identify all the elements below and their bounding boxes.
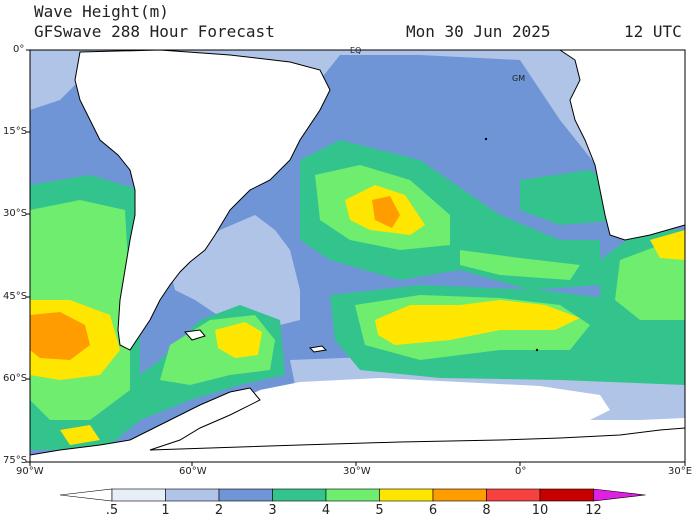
colorbar-under-arrow [59, 488, 113, 502]
waves-5-6m-south [375, 300, 580, 345]
colorbar-tick-label: 4 [321, 503, 331, 518]
colorbar-tick-label: 8 [482, 503, 491, 518]
waves-5-6m-far-east [650, 230, 685, 260]
south-georgia [308, 345, 328, 353]
waves-4-5m-band [460, 250, 580, 280]
lat-label-60s: 60°S [3, 373, 28, 384]
colorbar-tick-label: 12 [585, 503, 602, 518]
greenwich-meridian-label: GM [512, 74, 525, 83]
colorbar-segment [272, 488, 327, 502]
lon-label-0: 0° [515, 466, 527, 477]
colorbar-tick-label: .5 [105, 503, 119, 518]
lon-label-90w: 90°W [16, 466, 44, 477]
colorbar-segment [111, 488, 166, 502]
waves-4-5m-far-east [615, 245, 685, 320]
colorbar-segment [539, 488, 594, 502]
colorbar-tick-label: 2 [214, 503, 224, 518]
lon-label-60w: 60°W [179, 466, 207, 477]
colorbar-segment [379, 488, 434, 502]
lon-label-30e: 30°E [668, 466, 693, 477]
forecast-time: 12 UTC [624, 22, 682, 41]
colorbar-segment [486, 488, 541, 502]
lat-label-15s: 15°S [3, 126, 28, 137]
colorbar-tick-label: 5 [375, 503, 384, 518]
map-title: Wave Height(m) [34, 2, 169, 21]
colorbar-tick-label: 3 [268, 503, 277, 518]
colorbar-tick-label: 1 [161, 503, 170, 518]
waves-6-8m-west [30, 312, 90, 360]
waves-3-4m-east [520, 170, 620, 225]
ocean-1-2m-shelf [170, 215, 300, 330]
lat-label-75s: 75°S [3, 455, 28, 466]
waves-5-6m-drake [215, 322, 262, 358]
forecast-date: Mon 30 Jun 2025 [406, 22, 551, 41]
colorbar-segment [165, 488, 220, 502]
falklands [184, 329, 206, 341]
colorbar-tick-label: 10 [531, 503, 549, 518]
lon-label-30w: 30°W [343, 466, 371, 477]
colorbar-segment [432, 488, 487, 502]
lat-label-30s: 30°S [3, 208, 28, 219]
antarctica [30, 387, 685, 462]
colorbar [59, 488, 646, 502]
map-frame [29, 49, 686, 463]
colorbar-segment [325, 488, 380, 502]
colorbar-segment [218, 488, 273, 502]
equator-label: EQ [350, 46, 361, 55]
lat-label-0: 0° [13, 44, 25, 55]
waves-6-8m-central [372, 196, 400, 228]
waves-5-6m-southwest [60, 425, 100, 445]
south-america [74, 50, 331, 351]
colorbar-over-arrow [593, 488, 646, 502]
colorbar-tick-label: 6 [428, 503, 438, 518]
forecast-label: GFSwave 288 Hour Forecast [34, 22, 275, 41]
africa [430, 50, 685, 241]
lat-label-45s: 45°S [3, 291, 28, 302]
